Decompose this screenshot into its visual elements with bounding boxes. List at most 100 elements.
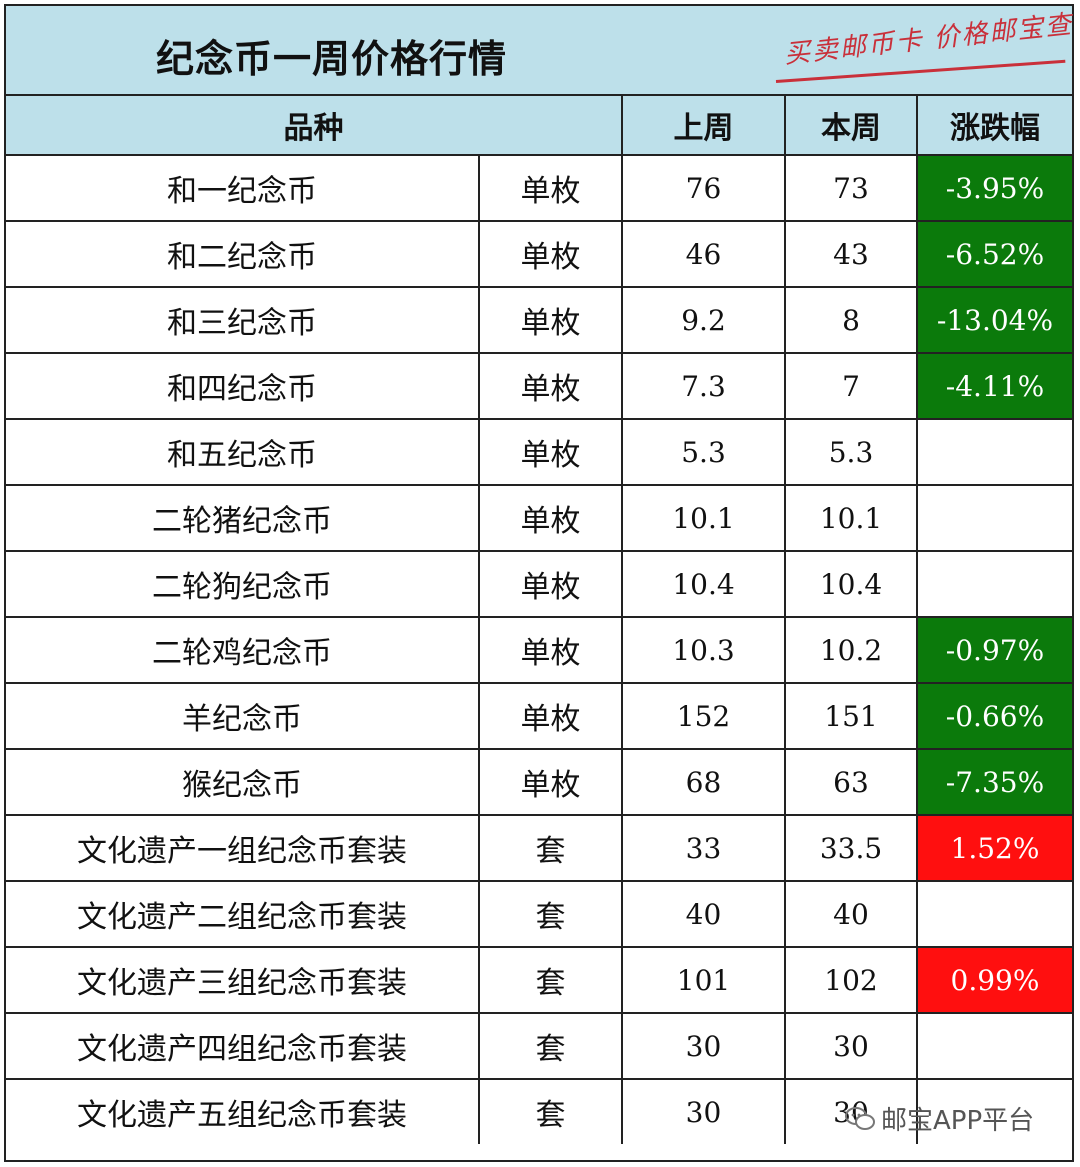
unit-cell: 单枚 bbox=[478, 484, 623, 552]
watermark: 邮宝APP平台 bbox=[845, 1100, 1034, 1137]
this-week-price-cell: 5.3 bbox=[784, 418, 918, 486]
coin-name-cell: 和五纪念币 bbox=[6, 418, 480, 486]
coin-name-cell: 文化遗产四组纪念币套装 bbox=[6, 1012, 480, 1080]
change-cell bbox=[916, 484, 1072, 552]
wechat-icon bbox=[845, 1106, 875, 1132]
coin-name-cell: 和一纪念币 bbox=[6, 154, 480, 222]
last-week-price-cell: 30 bbox=[621, 1012, 786, 1080]
unit-cell: 套 bbox=[478, 814, 623, 882]
table-row: 猴纪念币 单枚 68 63 -7.35% bbox=[6, 748, 1072, 816]
last-week-price-cell: 10.4 bbox=[621, 550, 786, 618]
coin-name-cell: 羊纪念币 bbox=[6, 682, 480, 750]
table-row: 二轮猪纪念币 单枚 10.1 10.1 bbox=[6, 484, 1072, 552]
coin-name-cell: 和四纪念币 bbox=[6, 352, 480, 420]
col-header-change: 涨跌幅 bbox=[916, 94, 1072, 156]
stamp: 买卖邮币卡 价格邮宝查 bbox=[775, 10, 1075, 88]
this-week-price-cell: 102 bbox=[784, 946, 918, 1014]
coin-name-cell: 和三纪念币 bbox=[6, 286, 480, 354]
unit-cell: 套 bbox=[478, 880, 623, 948]
last-week-price-cell: 5.3 bbox=[621, 418, 786, 486]
table-row: 文化遗产三组纪念币套装套 101 102 0.99% bbox=[6, 946, 1072, 1014]
change-cell: -0.66% bbox=[916, 682, 1072, 750]
unit-cell: 单枚 bbox=[478, 550, 623, 618]
coin-name-cell: 二轮狗纪念币 bbox=[6, 550, 480, 618]
price-table: 品种 上周 本周 涨跌幅 和一纪念币 单枚 76 73 -3.95% 和二纪念币 单枚 46 4… bbox=[6, 94, 1072, 1144]
last-week-price-cell: 101 bbox=[621, 946, 786, 1014]
this-week-price-cell: 33.5 bbox=[784, 814, 918, 882]
unit-cell: 套 bbox=[478, 1078, 623, 1144]
table-row: 二轮狗纪念币 单枚 10.4 10.4 bbox=[6, 550, 1072, 618]
last-week-price-cell: 30 bbox=[621, 1078, 786, 1144]
coin-name-cell: 文化遗产三组纪念币套装 bbox=[6, 946, 480, 1014]
last-week-price-cell: 76 bbox=[621, 154, 786, 222]
this-week-price-cell: 10.4 bbox=[784, 550, 918, 618]
change-cell bbox=[916, 418, 1072, 486]
last-week-price-cell: 10.3 bbox=[621, 616, 786, 684]
coin-name-cell: 文化遗产一组纪念币套装 bbox=[6, 814, 480, 882]
this-week-price-cell: 40 bbox=[784, 880, 918, 948]
coin-name-cell: 猴纪念币 bbox=[6, 748, 480, 816]
last-week-price-cell: 46 bbox=[621, 220, 786, 288]
unit-cell: 单枚 bbox=[478, 748, 623, 816]
change-cell: -6.52% bbox=[916, 220, 1072, 288]
unit-cell: 单枚 bbox=[478, 220, 623, 288]
this-week-price-cell: 30 bbox=[784, 1012, 918, 1080]
this-week-price-cell: 73 bbox=[784, 154, 918, 222]
change-cell: -13.04% bbox=[916, 286, 1072, 354]
this-week-price-cell: 10.2 bbox=[784, 616, 918, 684]
change-cell: 1.52% bbox=[916, 814, 1072, 882]
last-week-price-cell: 68 bbox=[621, 748, 786, 816]
table-body: 和一纪念币 单枚 76 73 -3.95% 和二纪念币 单枚 46 43 -6.52% 和三纪念币单… bbox=[6, 154, 1072, 1144]
table-row: 和二纪念币 单枚 46 43 -6.52% bbox=[6, 220, 1072, 288]
change-cell bbox=[916, 550, 1072, 618]
table-row: 和三纪念币 单枚 9.2 8 -13.04% bbox=[6, 286, 1072, 354]
last-week-price-cell: 7.3 bbox=[621, 352, 786, 420]
change-cell: 0.99% bbox=[916, 946, 1072, 1014]
col-header-last-week: 上周 bbox=[621, 94, 786, 156]
coin-name-cell: 文化遗产二组纪念币套装 bbox=[6, 880, 480, 948]
unit-cell: 套 bbox=[478, 946, 623, 1014]
col-header-this-week: 本周 bbox=[784, 94, 918, 156]
table-row: 和四纪念币 单枚 7.3 7 -4.11% bbox=[6, 352, 1072, 420]
this-week-price-cell: 63 bbox=[784, 748, 918, 816]
this-week-price-cell: 43 bbox=[784, 220, 918, 288]
change-cell: -0.97% bbox=[916, 616, 1072, 684]
coin-name-cell: 二轮鸡纪念币 bbox=[6, 616, 480, 684]
table-row: 文化遗产四组纪念币套装套 30 30 bbox=[6, 1012, 1072, 1080]
table-row: 二轮鸡纪念币 单枚 10.3 10.2 -0.97% bbox=[6, 616, 1072, 684]
coin-name-cell: 文化遗产五组纪念币套装 bbox=[6, 1078, 480, 1144]
this-week-price-cell: 8 bbox=[784, 286, 918, 354]
table-header-row: 品种 上周 本周 涨跌幅 bbox=[6, 94, 1072, 156]
table-row: 文化遗产二组纪念币套装套 40 40 bbox=[6, 880, 1072, 948]
change-cell: -4.11% bbox=[916, 352, 1072, 420]
table-row: 文化遗产一组纪念币套装套 33 33.5 1.52% bbox=[6, 814, 1072, 882]
last-week-price-cell: 10.1 bbox=[621, 484, 786, 552]
this-week-price-cell: 151 bbox=[784, 682, 918, 750]
price-sheet: 纪念币一周价格行情 买卖邮币卡 价格邮宝查 品种 上周 本周 涨跌幅 和一纪念币… bbox=[4, 4, 1075, 1162]
page-title: 纪念币一周价格行情 bbox=[156, 37, 508, 81]
unit-cell: 单枚 bbox=[478, 352, 623, 420]
last-week-price-cell: 40 bbox=[621, 880, 786, 948]
unit-cell: 单枚 bbox=[478, 418, 623, 486]
unit-cell: 单枚 bbox=[478, 682, 623, 750]
change-cell bbox=[916, 1012, 1072, 1080]
change-cell: -7.35% bbox=[916, 748, 1072, 816]
stamp-text: 买卖邮币卡 价格邮宝查 bbox=[782, 9, 1075, 70]
table-row: 和一纪念币 单枚 76 73 -3.95% bbox=[6, 154, 1072, 222]
unit-cell: 套 bbox=[478, 1012, 623, 1080]
last-week-price-cell: 152 bbox=[621, 682, 786, 750]
table-row: 和五纪念币 单枚 5.3 5.3 bbox=[6, 418, 1072, 486]
this-week-price-cell: 10.1 bbox=[784, 484, 918, 552]
unit-cell: 单枚 bbox=[478, 616, 623, 684]
table-row: 文化遗产五组纪念币套装套 30 30 bbox=[6, 1078, 1072, 1144]
unit-cell: 单枚 bbox=[478, 154, 623, 222]
coin-name-cell: 和二纪念币 bbox=[6, 220, 480, 288]
unit-cell: 单枚 bbox=[478, 286, 623, 354]
change-cell: -3.95% bbox=[916, 154, 1072, 222]
change-cell bbox=[916, 1078, 1072, 1144]
change-cell bbox=[916, 880, 1072, 948]
coin-name-cell: 二轮猪纪念币 bbox=[6, 484, 480, 552]
table-row: 羊纪念币 单枚 152 151 -0.66% bbox=[6, 682, 1072, 750]
this-week-price-cell: 30 bbox=[784, 1078, 918, 1144]
watermark-text: 邮宝APP平台 bbox=[881, 1106, 1035, 1136]
